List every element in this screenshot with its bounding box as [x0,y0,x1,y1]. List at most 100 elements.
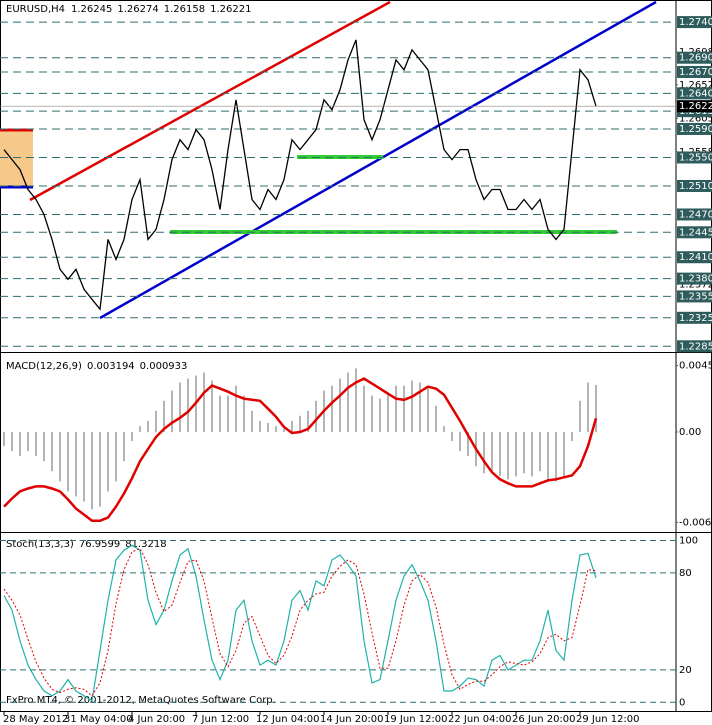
macd-bar [307,410,309,432]
y-tick-label: 0 [679,697,685,708]
macd-bar [243,395,245,432]
macd-bar [115,431,117,482]
stoch-signal-line [3,547,597,697]
macd-bar [403,385,405,432]
stoch-main: 76.9599 [79,539,120,550]
y-tick-label: 0.00 [679,427,701,438]
y-tick-label: 80 [679,568,692,579]
macd-bar [491,431,493,472]
macd-bar [411,380,413,432]
macd-bar [571,431,573,442]
level-label: 1.2640 [679,88,712,99]
macd-bar [563,431,565,477]
macd-bar [11,431,13,452]
macd-bar [531,431,533,477]
x-tick-label: 14 Jun 20:00 [320,714,384,725]
price-line [3,39,597,311]
macd-bar [75,431,77,497]
macd-bar [483,431,485,474]
macd-bar [435,405,437,432]
macd-bar [459,431,461,452]
macd-bar [203,372,205,432]
level-box [677,51,712,64]
stoch-signal: 81.3218 [125,539,166,550]
macd-bar [43,431,45,462]
macd-bar [539,431,541,472]
macd-bar [179,382,181,432]
macd-bar [51,431,53,472]
level-label: 1.2410 [679,252,712,263]
level-box [677,290,712,303]
current-price-box [677,100,712,113]
y-tick-label: -0.00614 [679,517,712,528]
level-label: 1.2510 [679,181,712,192]
macd-bar [315,400,317,432]
macd-bar [139,425,141,432]
y-tick-label: 1.2652 [679,80,712,91]
macd-bar [19,431,21,457]
level-label: 1.2470 [679,209,712,220]
macd-bar [299,415,301,432]
macd-bar [451,431,453,442]
level-label: 1.2590 [679,124,712,135]
level-box [677,179,712,192]
macd-bar [131,431,133,442]
macd-bar [587,382,589,432]
level-label: 1.2670 [679,67,712,78]
macd-bar [91,431,93,510]
macd-bar [171,390,173,432]
macd-bar [99,431,101,507]
macd-bar [347,372,349,432]
macd-bar [579,400,581,432]
macd-bar [59,431,61,482]
price-header: EURUSD,H4 1.26245 1.26274 1.26158 1.26221 [6,4,251,15]
y-tick-label: 20 [679,665,692,676]
close: 1.26221 [210,4,251,15]
level-box [677,272,712,285]
macd-bar [267,422,269,432]
macd-bar [363,385,365,432]
macd-bar [595,385,597,432]
x-tick-label: 19 Jun 12:00 [384,714,448,725]
macd-bar [275,425,277,432]
macd-bar [227,395,229,432]
x-tick-label: 4 Jun 20:00 [128,714,185,725]
macd-bar [355,368,357,432]
macd-bar [371,395,373,432]
level-label: 1.2690 [679,53,712,64]
macd-bar [283,428,285,432]
macd-bar [83,431,85,502]
macd-bar [163,400,165,432]
macd-bar [291,420,293,432]
macd-signal: 0.000933 [140,361,188,372]
macd-bar [419,382,421,432]
level-box [677,208,712,221]
y-tick-label: 1.2372 [679,279,712,290]
level-box [677,311,712,324]
level-box [677,151,712,164]
macd-bar [3,431,5,447]
trend-line [29,0,391,202]
stoch-title: Stoch(13,3,3) [6,539,74,550]
level-box [677,87,712,100]
x-tick-label: 12 Jun 04:00 [256,714,320,725]
macd-bar [27,431,29,452]
range-box [0,130,33,187]
macd-signal-line [3,377,598,522]
current-price-label: 1.2622 [679,101,712,112]
symbol: EURUSD,H4 [6,4,65,15]
x-tick-label: 31 May 04:00 [64,714,133,725]
low: 1.26158 [164,4,205,15]
macd-bar [507,431,509,480]
stoch-header: Stoch(13,3,3) 76.9599 81.3218 [6,539,167,550]
macd-bar [211,380,213,432]
level-box [677,122,712,135]
macd-bar [67,431,69,492]
trend-line [99,0,657,320]
macd-bar [515,431,517,477]
macd-bar [35,431,37,457]
macd-main: 0.003194 [87,361,135,372]
macd-bar [379,398,381,432]
